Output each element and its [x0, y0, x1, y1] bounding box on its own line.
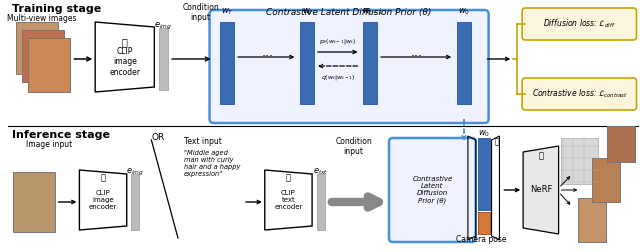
FancyBboxPatch shape	[300, 22, 314, 104]
Text: $q(w_t|w_{t-1})$: $q(w_t|w_{t-1})$	[321, 73, 355, 81]
Polygon shape	[523, 146, 559, 234]
Text: "Middle aged
man with curly
hair and a happy
expression": "Middle aged man with curly hair and a h…	[184, 150, 240, 177]
Text: Contrastive loss: $\mathcal{L}_{contrast}$: Contrastive loss: $\mathcal{L}_{contrast…	[531, 88, 627, 100]
FancyBboxPatch shape	[16, 22, 58, 74]
FancyBboxPatch shape	[522, 8, 637, 40]
Polygon shape	[95, 22, 154, 92]
Text: CLIP
image
encoder: CLIP image encoder	[89, 190, 117, 210]
Text: $e_{img}$: $e_{img}$	[125, 167, 143, 178]
FancyBboxPatch shape	[220, 22, 234, 104]
FancyBboxPatch shape	[159, 28, 168, 90]
FancyBboxPatch shape	[592, 158, 620, 202]
Text: Condition
input: Condition input	[182, 3, 219, 22]
FancyBboxPatch shape	[22, 30, 63, 82]
Text: Text input: Text input	[184, 137, 222, 146]
FancyBboxPatch shape	[131, 174, 138, 230]
Text: 🔒: 🔒	[286, 173, 291, 182]
FancyBboxPatch shape	[13, 172, 55, 232]
Text: $w_{t-1}$: $w_{t-1}$	[362, 7, 383, 17]
FancyBboxPatch shape	[28, 38, 70, 92]
Text: Condition
input: Condition input	[335, 137, 372, 156]
Text: $e_{img}$: $e_{img}$	[154, 20, 172, 32]
Text: $w_T$: $w_T$	[221, 7, 234, 17]
Text: Training stage: Training stage	[12, 4, 102, 14]
Text: Camera pose: Camera pose	[456, 235, 507, 244]
Polygon shape	[265, 170, 312, 230]
FancyBboxPatch shape	[522, 78, 637, 110]
Text: CLIP
text
encoder: CLIP text encoder	[275, 190, 303, 210]
Text: Inference stage: Inference stage	[12, 130, 110, 140]
FancyBboxPatch shape	[209, 10, 488, 123]
Polygon shape	[79, 170, 127, 230]
FancyBboxPatch shape	[457, 22, 471, 104]
Text: NeRF: NeRF	[530, 185, 552, 195]
Text: 🔒: 🔒	[494, 138, 499, 146]
FancyBboxPatch shape	[607, 126, 634, 162]
Text: 🔒: 🔒	[122, 37, 128, 47]
FancyBboxPatch shape	[364, 22, 377, 104]
Text: Multi-view images: Multi-view images	[7, 14, 77, 23]
Text: ...: ...	[411, 46, 422, 58]
Text: CLIP
image
encoder: CLIP image encoder	[109, 47, 140, 77]
FancyBboxPatch shape	[579, 198, 606, 242]
Text: $w_t$: $w_t$	[301, 7, 313, 17]
Text: $e_{txt}$: $e_{txt}$	[313, 167, 329, 177]
Text: Contrastive
Latent
Diffusion
Prior (θ): Contrastive Latent Diffusion Prior (θ)	[412, 176, 452, 204]
Text: OR: OR	[152, 134, 165, 142]
Text: $w_0$: $w_0$	[477, 129, 490, 139]
FancyBboxPatch shape	[561, 138, 598, 184]
FancyBboxPatch shape	[389, 138, 476, 242]
Text: $p_\theta(w_{t-1}|w_t)$: $p_\theta(w_{t-1}|w_t)$	[319, 37, 356, 46]
Text: Diffusion loss: $\mathcal{L}_{diff}$: Diffusion loss: $\mathcal{L}_{diff}$	[543, 18, 616, 30]
Text: 🔒: 🔒	[538, 151, 543, 161]
FancyBboxPatch shape	[317, 174, 325, 230]
FancyBboxPatch shape	[477, 212, 490, 234]
Text: Image input: Image input	[26, 140, 72, 149]
Text: $w_0$: $w_0$	[458, 7, 470, 17]
Text: 🔒: 🔒	[100, 173, 106, 182]
FancyBboxPatch shape	[477, 138, 490, 210]
Text: Contrastive Latent Diffusion Prior (θ): Contrastive Latent Diffusion Prior (θ)	[266, 8, 431, 17]
Text: ...: ...	[262, 46, 274, 58]
